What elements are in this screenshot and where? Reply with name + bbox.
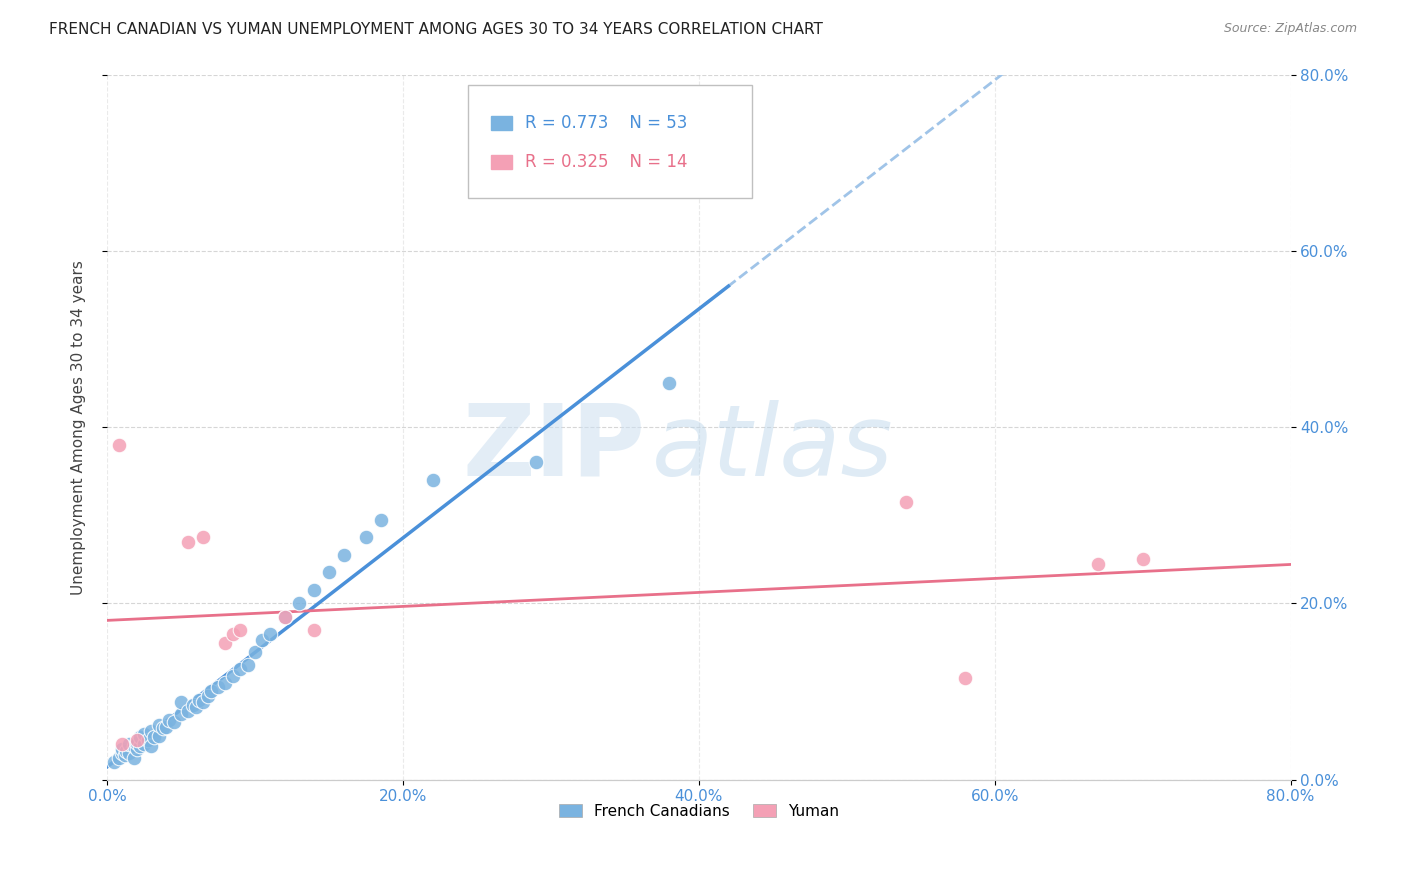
Text: R = 0.773    N = 53: R = 0.773 N = 53 <box>524 114 688 132</box>
Point <box>207 680 229 694</box>
Point <box>111 746 134 760</box>
Point <box>953 671 976 685</box>
Point <box>422 473 444 487</box>
Point <box>193 695 215 709</box>
Point <box>333 548 356 562</box>
Text: R = 0.325    N = 14: R = 0.325 N = 14 <box>524 153 688 171</box>
Point <box>236 658 259 673</box>
FancyBboxPatch shape <box>468 85 752 198</box>
Point <box>197 689 219 703</box>
Point <box>524 455 547 469</box>
Point <box>170 695 193 709</box>
Point <box>214 675 236 690</box>
Point <box>259 627 281 641</box>
Point <box>302 583 325 598</box>
Legend: French Canadians, Yuman: French Canadians, Yuman <box>553 797 845 825</box>
Point <box>122 739 145 753</box>
Point <box>193 530 215 544</box>
Point <box>229 662 252 676</box>
Point <box>103 755 125 769</box>
Point <box>318 566 340 580</box>
Point <box>1132 552 1154 566</box>
Point <box>141 739 163 753</box>
Point <box>222 627 245 641</box>
Point <box>148 718 170 732</box>
Point <box>125 741 148 756</box>
Point <box>138 733 160 747</box>
Point <box>243 645 266 659</box>
Point <box>141 724 163 739</box>
Point <box>273 609 295 624</box>
Point <box>187 693 209 707</box>
Point <box>132 727 155 741</box>
Point <box>1087 557 1109 571</box>
Point <box>108 750 131 764</box>
Point <box>114 747 136 762</box>
Point <box>128 739 150 753</box>
Point <box>111 741 134 756</box>
Point <box>658 376 681 390</box>
Point <box>163 715 186 730</box>
Point <box>143 731 166 745</box>
Point <box>177 534 200 549</box>
Point <box>170 706 193 721</box>
Point <box>273 609 295 624</box>
Point <box>148 729 170 743</box>
Point <box>302 623 325 637</box>
Point <box>288 596 311 610</box>
Text: ZIP: ZIP <box>463 400 645 497</box>
Text: atlas: atlas <box>651 400 893 497</box>
Point <box>222 668 245 682</box>
Point <box>122 750 145 764</box>
Point <box>157 713 180 727</box>
Point <box>181 698 204 712</box>
Point <box>184 700 207 714</box>
Point <box>152 722 174 736</box>
FancyBboxPatch shape <box>491 155 512 169</box>
Point <box>229 623 252 637</box>
Point <box>108 438 131 452</box>
Point <box>128 731 150 745</box>
Point <box>177 704 200 718</box>
Point <box>155 720 177 734</box>
Point <box>111 737 134 751</box>
Point <box>132 737 155 751</box>
Point <box>354 530 377 544</box>
Text: Source: ZipAtlas.com: Source: ZipAtlas.com <box>1223 22 1357 36</box>
Point <box>370 513 392 527</box>
Point <box>118 746 141 760</box>
Point <box>125 733 148 747</box>
Text: FRENCH CANADIAN VS YUMAN UNEMPLOYMENT AMONG AGES 30 TO 34 YEARS CORRELATION CHAR: FRENCH CANADIAN VS YUMAN UNEMPLOYMENT AM… <box>49 22 823 37</box>
FancyBboxPatch shape <box>491 116 512 130</box>
Point <box>200 684 222 698</box>
Point <box>252 633 274 648</box>
Point <box>118 737 141 751</box>
Point <box>894 495 917 509</box>
Point <box>115 744 138 758</box>
Y-axis label: Unemployment Among Ages 30 to 34 years: Unemployment Among Ages 30 to 34 years <box>72 260 86 594</box>
Point <box>125 735 148 749</box>
Point <box>214 636 236 650</box>
